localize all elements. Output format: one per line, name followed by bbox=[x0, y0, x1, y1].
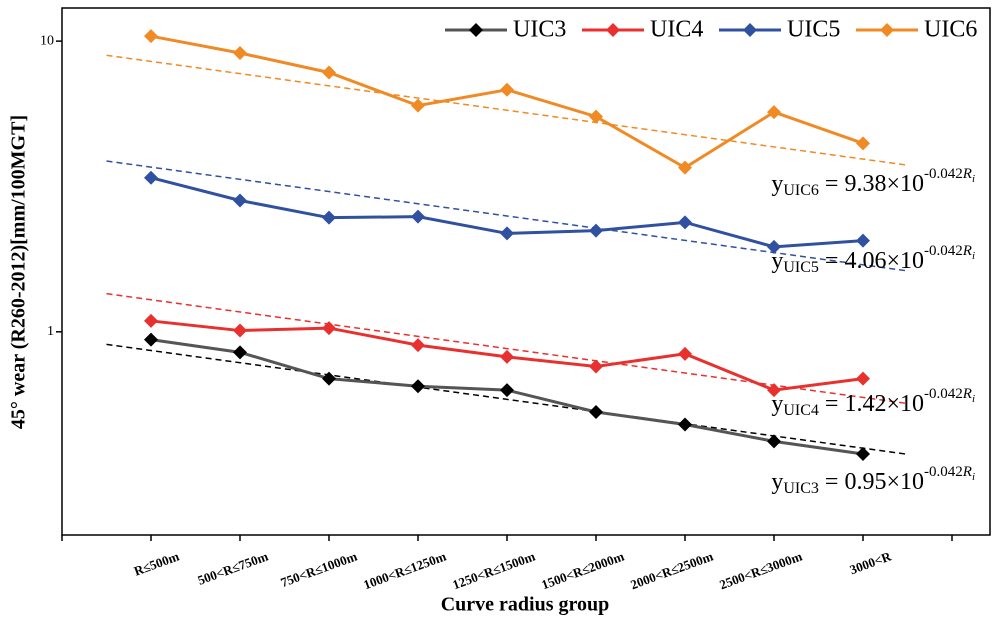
marker bbox=[678, 417, 692, 432]
legend-label: UIC5 bbox=[787, 17, 840, 43]
marker bbox=[856, 233, 870, 248]
equation-part: -0.042 bbox=[924, 166, 963, 182]
marker bbox=[144, 313, 158, 328]
legend-label: UIC4 bbox=[650, 17, 703, 43]
equation-part: R bbox=[962, 386, 972, 402]
marker bbox=[500, 383, 514, 398]
y-tick-label: 1 bbox=[47, 324, 54, 339]
marker bbox=[322, 210, 336, 225]
marker bbox=[678, 160, 692, 175]
x-tick-label: R≤500m bbox=[132, 548, 181, 578]
equation-part: = bbox=[819, 171, 845, 197]
x-tick-label: 3000<R bbox=[848, 548, 894, 577]
marker bbox=[589, 109, 603, 124]
trend-equation: yUIC5 = 4.06×10-0.042Ri bbox=[771, 243, 975, 275]
x-tick-label: 500<R≤750m bbox=[196, 548, 271, 587]
equation-part: R bbox=[962, 166, 972, 182]
marker bbox=[144, 170, 158, 185]
marker bbox=[411, 209, 425, 224]
legend-marker bbox=[606, 23, 620, 37]
equation-part: -0.042 bbox=[924, 386, 963, 402]
marker bbox=[589, 223, 603, 238]
equation-part: i bbox=[972, 393, 975, 405]
marker bbox=[233, 323, 247, 338]
equation-part: -0.042 bbox=[924, 464, 963, 480]
legend-label: UIC3 bbox=[513, 17, 566, 43]
equation-part: UIC5 bbox=[783, 259, 819, 276]
equation-part: i bbox=[972, 250, 975, 262]
marker bbox=[233, 345, 247, 360]
marker bbox=[678, 215, 692, 230]
x-tick-label: 1250<R≤1500m bbox=[450, 548, 537, 592]
equation-part: UIC4 bbox=[783, 402, 819, 419]
equation-part: i bbox=[972, 173, 975, 185]
marker bbox=[322, 65, 336, 80]
marker bbox=[411, 338, 425, 353]
equation-part: UIC6 bbox=[783, 182, 819, 199]
marker bbox=[589, 404, 603, 419]
marker bbox=[500, 82, 514, 97]
equation-part: = bbox=[819, 391, 845, 417]
marker bbox=[856, 371, 870, 386]
marker bbox=[500, 349, 514, 364]
legend-marker bbox=[880, 23, 894, 37]
marker bbox=[411, 379, 425, 394]
equation-part: ×10 bbox=[886, 469, 924, 495]
marker bbox=[144, 332, 158, 347]
y-tick-label: 10 bbox=[40, 33, 54, 48]
equation-part: 9.38 bbox=[844, 171, 886, 197]
plot-frame bbox=[61, 7, 991, 536]
legend-label: UIC6 bbox=[924, 17, 977, 43]
x-tick-label: 750<R≤1000m bbox=[278, 548, 359, 590]
equation-part: y bbox=[771, 391, 783, 417]
marker bbox=[144, 29, 158, 44]
marker bbox=[767, 434, 781, 449]
marker bbox=[767, 383, 781, 398]
equation-part: ×10 bbox=[886, 248, 924, 274]
series-line bbox=[150, 34, 864, 170]
marker bbox=[678, 346, 692, 361]
equation-part: 4.06 bbox=[844, 248, 886, 274]
equation-part: ×10 bbox=[886, 171, 924, 197]
x-tick-label: 2000<R≤2500m bbox=[628, 548, 715, 592]
equation-part: R bbox=[962, 243, 972, 259]
marker bbox=[767, 239, 781, 254]
equation-part: UIC3 bbox=[783, 480, 819, 497]
equation-part: y bbox=[771, 248, 783, 274]
trend-equation: yUIC4 = 1.42×10-0.042Ri bbox=[771, 386, 975, 418]
marker bbox=[856, 446, 870, 461]
marker bbox=[589, 359, 603, 374]
marker bbox=[233, 193, 247, 208]
equation-part: = bbox=[819, 469, 845, 495]
equation-part: i bbox=[972, 471, 975, 483]
x-tick-label: 1000<R≤1250m bbox=[361, 548, 448, 592]
marker bbox=[767, 105, 781, 120]
x-axis-title: Curve radius group bbox=[441, 594, 610, 616]
marker bbox=[322, 371, 336, 386]
equation-part: y bbox=[771, 469, 783, 495]
equation-part: -0.042 bbox=[924, 243, 963, 259]
legend-marker bbox=[469, 23, 483, 37]
trend-equation: yUIC3 = 0.95×10-0.042Ri bbox=[771, 464, 975, 496]
y-axis-title: 45° wear (R260-2012)[mm/100MGT] bbox=[8, 115, 30, 429]
marker bbox=[233, 46, 247, 61]
equation-part: = bbox=[819, 248, 845, 274]
equation-part: 1.42 bbox=[844, 391, 886, 417]
trend-equation: yUIC6 = 9.38×10-0.042Ri bbox=[771, 166, 975, 198]
equation-part: y bbox=[771, 171, 783, 197]
legend-marker bbox=[743, 23, 757, 37]
x-tick-label: 2500<R≤3000m bbox=[717, 548, 804, 592]
marker bbox=[856, 136, 870, 151]
equation-part: 0.95 bbox=[844, 469, 886, 495]
x-tick-label: 1500<R≤2000m bbox=[539, 548, 626, 592]
trend-line bbox=[106, 54, 908, 166]
marker bbox=[500, 226, 514, 241]
marker bbox=[411, 98, 425, 113]
marker bbox=[322, 321, 336, 336]
equation-part: R bbox=[962, 464, 972, 480]
equation-part: ×10 bbox=[886, 391, 924, 417]
trend-line bbox=[106, 160, 908, 272]
